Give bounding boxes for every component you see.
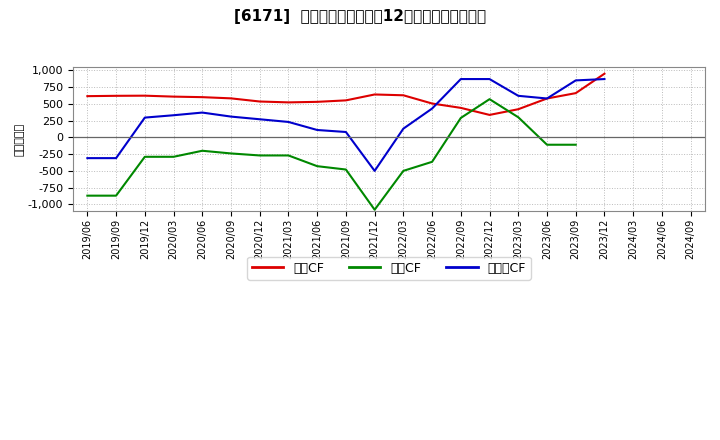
営業CF	[140, 93, 149, 98]
営業CF	[198, 95, 207, 100]
営業CF	[227, 96, 235, 101]
営業CF	[284, 100, 293, 105]
Legend: 営業CF, 投資CF, フリーCF: 営業CF, 投資CF, フリーCF	[247, 257, 531, 280]
投資CF	[112, 193, 120, 198]
フリーCF	[198, 110, 207, 115]
投資CF	[428, 159, 436, 165]
営業CF	[514, 106, 523, 112]
フリーCF	[572, 78, 580, 83]
フリーCF	[313, 127, 322, 132]
営業CF	[112, 93, 120, 99]
投資CF	[514, 114, 523, 120]
営業CF	[543, 96, 552, 101]
営業CF	[341, 98, 350, 103]
営業CF	[600, 71, 609, 77]
営業CF	[399, 93, 408, 98]
投資CF	[370, 207, 379, 213]
投資CF	[169, 154, 178, 159]
投資CF	[341, 167, 350, 172]
投資CF	[543, 142, 552, 147]
営業CF	[83, 94, 91, 99]
Line: フリーCF: フリーCF	[87, 79, 605, 171]
フリーCF	[256, 117, 264, 122]
営業CF	[456, 105, 465, 110]
フリーCF	[485, 77, 494, 82]
フリーCF	[399, 126, 408, 131]
投資CF	[227, 151, 235, 156]
Line: 営業CF: 営業CF	[87, 74, 605, 115]
投資CF	[198, 148, 207, 154]
投資CF	[313, 164, 322, 169]
フリーCF	[83, 155, 91, 161]
フリーCF	[112, 155, 120, 161]
フリーCF	[514, 93, 523, 99]
投資CF	[284, 153, 293, 158]
営業CF	[313, 99, 322, 104]
フリーCF	[140, 115, 149, 120]
営業CF	[428, 101, 436, 106]
営業CF	[370, 92, 379, 97]
Line: 投資CF: 投資CF	[87, 99, 576, 210]
営業CF	[572, 91, 580, 96]
投資CF	[256, 153, 264, 158]
フリーCF	[370, 168, 379, 173]
フリーCF	[341, 129, 350, 135]
フリーCF	[543, 96, 552, 101]
投資CF	[140, 154, 149, 159]
投資CF	[83, 193, 91, 198]
Text: [6171]  キャッシュフローの12か月移動合計の推移: [6171] キャッシュフローの12か月移動合計の推移	[234, 9, 486, 24]
フリーCF	[456, 77, 465, 82]
営業CF	[256, 99, 264, 104]
営業CF	[485, 112, 494, 117]
営業CF	[169, 94, 178, 99]
フリーCF	[227, 114, 235, 119]
投資CF	[456, 115, 465, 121]
投資CF	[399, 168, 408, 173]
Y-axis label: （百万円）: （百万円）	[15, 122, 25, 156]
フリーCF	[169, 113, 178, 118]
投資CF	[485, 96, 494, 102]
フリーCF	[284, 119, 293, 125]
投資CF	[572, 142, 580, 147]
フリーCF	[600, 77, 609, 82]
フリーCF	[428, 106, 436, 111]
